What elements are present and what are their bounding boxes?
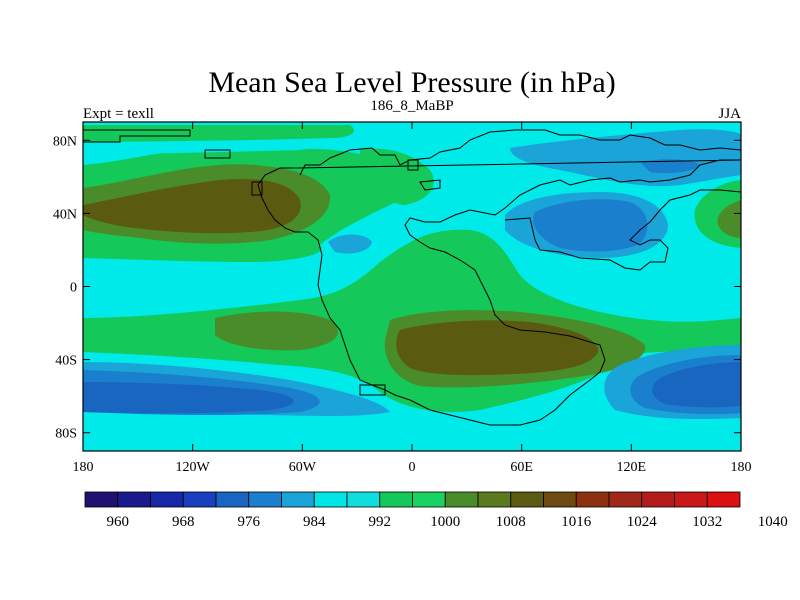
colorbar-swatch	[412, 491, 446, 508]
y-tick-label: 0	[70, 281, 77, 296]
colorbar-swatch	[608, 491, 643, 508]
colorbar-swatch	[182, 491, 217, 508]
colorbar-swatch	[543, 491, 577, 508]
left-subtitle: Expt = texll	[83, 106, 154, 122]
field-north-green-strip	[83, 125, 354, 142]
field-north-cyan-strip	[83, 140, 319, 154]
colorbar-label: 992	[369, 514, 392, 530]
y-axis: 80N 40N 0 40S 80S	[53, 134, 741, 442]
x-tick-label: 0	[409, 460, 416, 475]
x-tick-label: 180	[73, 460, 94, 475]
colorbar: 960 968 976 984 992 1000 1008 1016 1024 1032 1040	[84, 491, 788, 530]
colorbar-label: 1016	[561, 514, 592, 530]
colorbar-label: 968	[172, 514, 195, 530]
colorbar-swatch	[117, 491, 151, 508]
colorbar-swatch	[248, 491, 282, 508]
field-arctic-sky-blue	[510, 129, 741, 187]
x-tick-label: 60E	[510, 460, 533, 475]
colorbar-swatch	[674, 491, 708, 508]
colorbar-swatch	[379, 491, 413, 508]
field-north-dark-olive-core	[83, 179, 301, 234]
colorbar-label: 1032	[692, 514, 722, 530]
colorbar-swatch	[510, 491, 544, 508]
field-arctic-blue-small	[640, 159, 700, 174]
x-axis: 180 120W 60W 0 60E 120E 180	[73, 122, 752, 475]
y-tick-label: 40S	[55, 354, 77, 369]
field-south-deep-blue-core	[83, 382, 294, 414]
x-tick-label: 60W	[289, 460, 317, 475]
field-asia-blue	[532, 199, 648, 252]
colorbar-swatch	[477, 491, 512, 508]
continent-outline	[83, 129, 741, 426]
field-south-mid-green	[215, 311, 338, 351]
y-tick-label: 80N	[53, 134, 77, 149]
colorbar-label: 1000	[430, 514, 460, 530]
colorbar-swatch	[84, 491, 119, 508]
x-tick-label: 180	[731, 460, 752, 475]
field-east-olive-lobe	[717, 200, 741, 238]
right-subtitle: JJA	[718, 106, 741, 122]
field-small-low	[328, 234, 372, 254]
colorbar-swatch	[150, 491, 184, 508]
center-subtitle: 186_8_MaBP	[370, 98, 453, 114]
colorbar-swatch	[215, 491, 250, 508]
colorbar-swatch	[313, 491, 348, 508]
colorbar-swatch	[444, 491, 479, 508]
field-south-dark-olive-core	[396, 320, 599, 376]
field-se-deep-blue-core	[652, 362, 741, 408]
colorbar-label: 1024	[627, 514, 658, 530]
colorbar-label: 1040	[758, 514, 788, 530]
colorbar-swatch	[641, 491, 675, 508]
colorbar-label: 976	[238, 514, 261, 530]
colorbar-swatch	[346, 491, 381, 508]
colorbar-swatch	[706, 491, 741, 508]
y-tick-label: 40N	[53, 207, 77, 222]
colorbar-swatch	[281, 491, 315, 508]
pressure-field	[83, 122, 741, 451]
colorbar-label: 960	[107, 514, 130, 530]
y-tick-label: 80S	[55, 427, 77, 442]
x-tick-label: 120W	[176, 460, 211, 475]
colorbar-label: 1008	[496, 514, 526, 530]
x-tick-label: 120E	[617, 460, 647, 475]
colorbar-swatch	[575, 491, 610, 508]
chart-title: Mean Sea Level Pressure (in hPa)	[208, 66, 615, 99]
colorbar-label: 984	[303, 514, 326, 530]
field-europe-green	[360, 148, 434, 205]
